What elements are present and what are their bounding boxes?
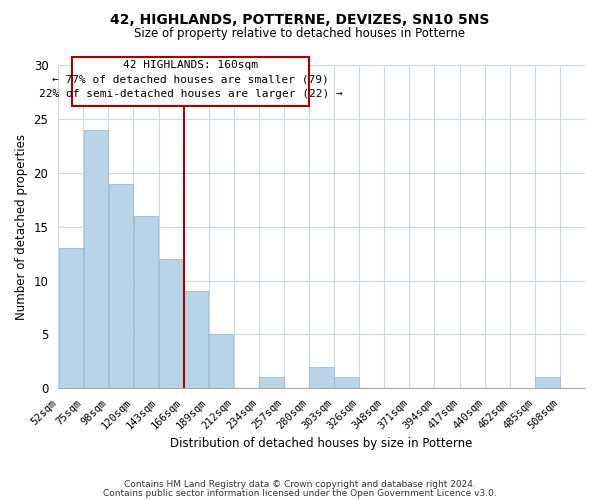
Bar bbox=[109, 184, 133, 388]
Text: Contains HM Land Registry data © Crown copyright and database right 2024.: Contains HM Land Registry data © Crown c… bbox=[124, 480, 476, 489]
Bar bbox=[209, 334, 233, 388]
Bar bbox=[134, 216, 158, 388]
FancyBboxPatch shape bbox=[72, 56, 309, 106]
Bar bbox=[334, 378, 359, 388]
Bar bbox=[83, 130, 108, 388]
Bar bbox=[59, 248, 83, 388]
Bar bbox=[159, 259, 183, 388]
X-axis label: Distribution of detached houses by size in Potterne: Distribution of detached houses by size … bbox=[170, 437, 473, 450]
Text: ← 77% of detached houses are smaller (79): ← 77% of detached houses are smaller (79… bbox=[52, 74, 329, 85]
Bar bbox=[184, 292, 208, 388]
Text: 42, HIGHLANDS, POTTERNE, DEVIZES, SN10 5NS: 42, HIGHLANDS, POTTERNE, DEVIZES, SN10 5… bbox=[110, 12, 490, 26]
Text: Contains public sector information licensed under the Open Government Licence v3: Contains public sector information licen… bbox=[103, 489, 497, 498]
Text: 42 HIGHLANDS: 160sqm: 42 HIGHLANDS: 160sqm bbox=[123, 60, 258, 70]
Bar bbox=[535, 378, 560, 388]
Bar bbox=[310, 366, 334, 388]
Text: Size of property relative to detached houses in Potterne: Size of property relative to detached ho… bbox=[134, 28, 466, 40]
Bar bbox=[259, 378, 284, 388]
Text: 22% of semi-detached houses are larger (22) →: 22% of semi-detached houses are larger (… bbox=[38, 89, 343, 99]
Y-axis label: Number of detached properties: Number of detached properties bbox=[15, 134, 28, 320]
